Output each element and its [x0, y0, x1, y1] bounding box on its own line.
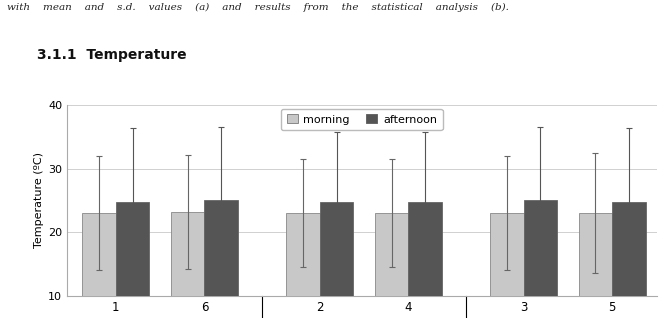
Bar	[204, 200, 238, 318]
Bar	[524, 200, 557, 318]
Bar	[320, 202, 353, 318]
Legend: morning, afternoon: morning, afternoon	[281, 108, 443, 130]
Bar	[286, 213, 320, 318]
Bar	[171, 212, 204, 318]
Bar	[490, 213, 524, 318]
Y-axis label: Temperature (ºC): Temperature (ºC)	[34, 152, 44, 248]
Bar	[579, 213, 612, 318]
Bar	[375, 213, 408, 318]
Bar	[408, 202, 442, 318]
Bar	[612, 202, 646, 318]
Bar	[116, 202, 149, 318]
Text: with    mean    and    s.d.    values    (a)    and    results    from    the   : with mean and s.d. values (a) and result…	[7, 3, 509, 12]
Bar	[82, 213, 116, 318]
Text: 3.1.1  Temperature: 3.1.1 Temperature	[37, 48, 186, 62]
